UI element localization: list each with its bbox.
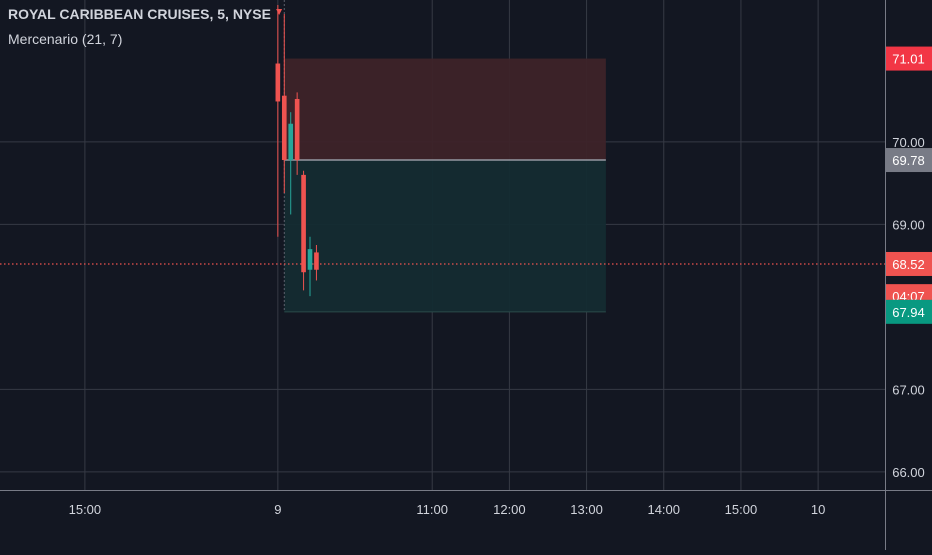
- x-tick-label-2: 11:00: [416, 502, 448, 517]
- x-tick-label-6: 15:00: [725, 502, 758, 517]
- candle-body-0: [275, 63, 281, 102]
- price-label-target: 67.94: [892, 305, 925, 320]
- chart-legend: ROYAL CARIBBEAN CRUISES, 5, NYSE Mercena…: [8, 6, 271, 47]
- chart-title: ROYAL CARIBBEAN CRUISES, 5, NYSE: [8, 6, 271, 22]
- entry-marker-arrow: [276, 8, 283, 15]
- y-tick-label-0: 66.00: [892, 465, 925, 480]
- x-tick-label-0: 15:00: [69, 502, 102, 517]
- candle-body-4: [301, 174, 306, 273]
- price-label-high: 71.01: [892, 52, 925, 67]
- y-tick-label-1: 67.00: [892, 382, 925, 397]
- candle-body-3: [294, 98, 300, 161]
- price-label-box-high: [886, 46, 932, 71]
- x-tick-label-3: 12:00: [493, 502, 526, 517]
- price-label-entry: 69.78: [892, 153, 925, 168]
- indicator-label: Mercenario (21, 7): [8, 31, 123, 47]
- candle-body-1: [281, 95, 287, 161]
- x-tick-label-1: 9: [274, 502, 281, 517]
- y-tick-label-2: 69.00: [892, 217, 925, 232]
- x-tick-label-5: 14:00: [647, 502, 680, 517]
- x-tick-label-4: 13:00: [570, 502, 603, 517]
- price-label-box-entry: [886, 148, 932, 173]
- x-tick-label-7: 10: [811, 502, 825, 517]
- price-label-box-last: [886, 251, 932, 276]
- candle-body-5: [307, 249, 313, 270]
- y-tick-label-3: 70.00: [892, 135, 925, 150]
- price-label-last: 68.52: [892, 257, 925, 272]
- target-zone: [284, 160, 606, 312]
- stop-zone: [284, 58, 606, 161]
- candle-body-2: [288, 123, 294, 161]
- candle-body-6: [314, 252, 319, 270]
- price-label-box-target: [886, 299, 932, 324]
